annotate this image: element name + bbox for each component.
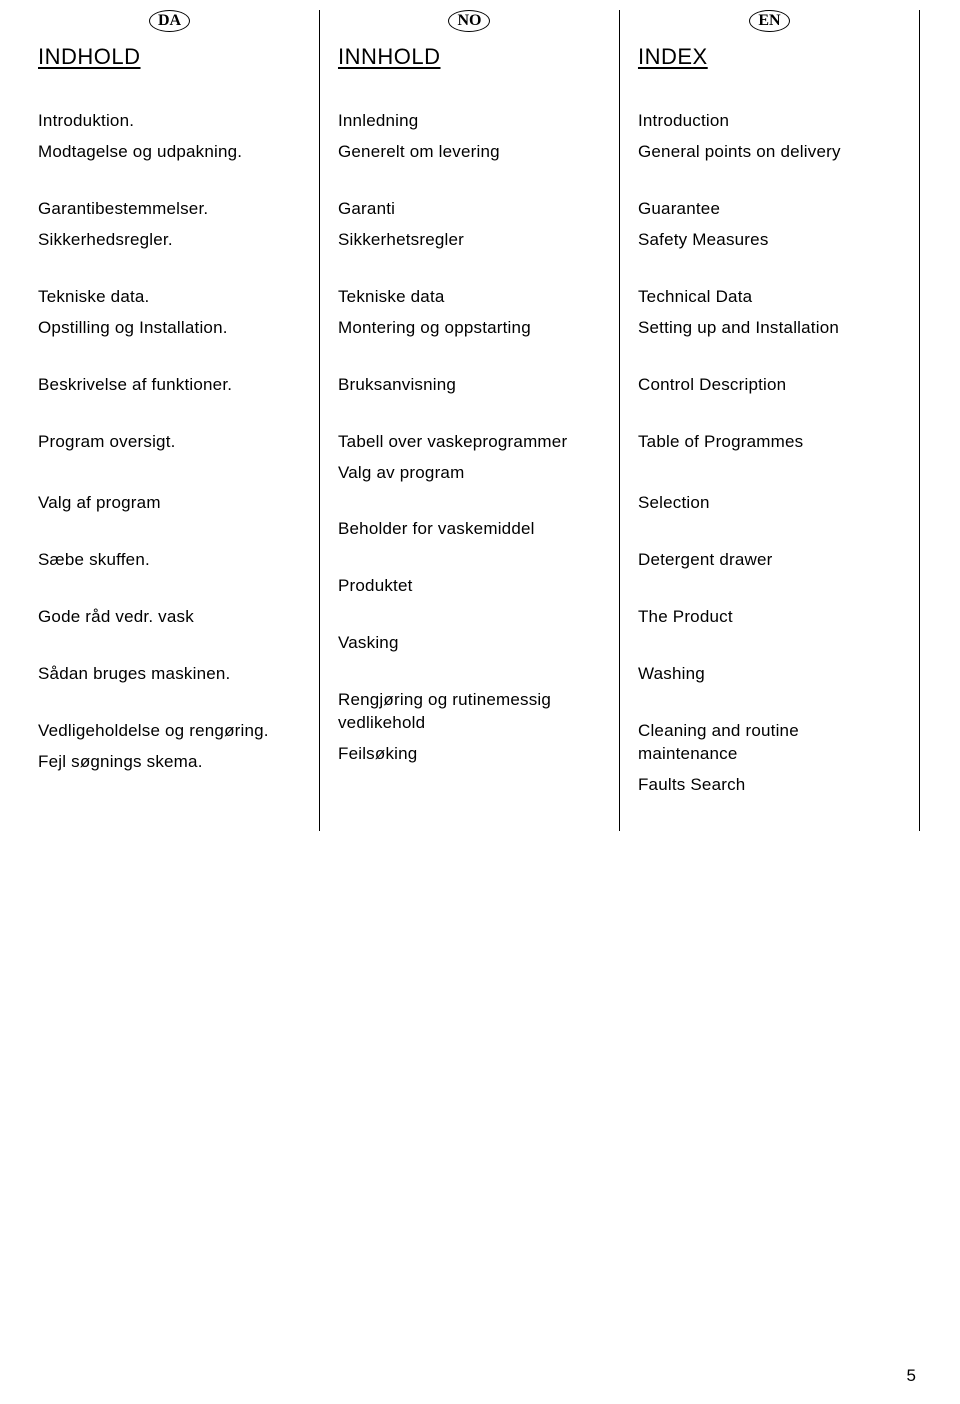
toc-item: Introduction — [638, 110, 901, 133]
page-number: 5 — [907, 1366, 916, 1386]
toc-item: Garantibestemmelser. — [38, 198, 301, 221]
toc-item: Beholder for vaskemiddel — [338, 518, 601, 541]
toc-item: Modtagelse og udpakning. — [38, 141, 301, 164]
toc-item: Gode råd vedr. vask — [38, 606, 301, 629]
content-group: Gode råd vedr. vask — [38, 606, 301, 629]
column-no: NO INNHOLD Innledning Generelt om leveri… — [320, 10, 620, 831]
lang-badge-en: EN — [749, 10, 789, 32]
column-en: EN INDEX Introduction General points on … — [620, 10, 920, 831]
content-group: Guarantee Safety Measures — [638, 198, 901, 252]
toc-item: Setting up and Installation — [638, 317, 901, 340]
content-group: Program oversigt. Valg af program — [38, 431, 301, 516]
toc-item: Sikkerhetsregler — [338, 229, 601, 252]
column-title-en: INDEX — [638, 44, 901, 70]
content-group: Rengjøring og rutinemessig vedlikehold F… — [338, 689, 601, 766]
lang-badge-wrap: NO — [338, 10, 601, 40]
lang-badge-da: DA — [149, 10, 190, 32]
page: DA INDHOLD Introduktion. Modtagelse og u… — [0, 0, 960, 831]
content-group: Control Description — [638, 374, 901, 397]
toc-item: Sådan bruges maskinen. — [38, 663, 301, 686]
lang-badge-wrap: DA — [38, 10, 301, 40]
content-group: Detergent drawer — [638, 549, 901, 572]
toc-item: Fejl søgnings skema. — [38, 751, 301, 774]
toc-item: Vasking — [338, 632, 601, 655]
toc-item: Produktet — [338, 575, 601, 598]
toc-item: Beskrivelse af funktioner. — [38, 374, 301, 397]
content-group: Vedligeholdelse og rengøring. Fejl søgni… — [38, 720, 301, 774]
toc-item: Feilsøking — [338, 743, 601, 766]
toc-item: Detergent drawer — [638, 549, 901, 572]
toc-item: Sikkerhedsregler. — [38, 229, 301, 252]
toc-item: Vedligeholdelse og rengøring. — [38, 720, 301, 743]
toc-item: Table of Programmes — [638, 431, 901, 454]
content-group: Introduktion. Modtagelse og udpakning. — [38, 110, 301, 164]
content-group: Technical Data Setting up and Installati… — [638, 286, 901, 340]
content-group: The Product — [638, 606, 901, 629]
toc-item: Tekniske data — [338, 286, 601, 309]
toc-item: Control Description — [638, 374, 901, 397]
content-group: Beholder for vaskemiddel — [338, 518, 601, 541]
toc-spacer — [38, 462, 301, 485]
toc-item: Garanti — [338, 198, 601, 221]
toc-item: Opstilling og Installation. — [38, 317, 301, 340]
toc-item: Cleaning and routine maintenance — [638, 720, 901, 766]
toc-item: Safety Measures — [638, 229, 901, 252]
toc-item: Tekniske data. — [38, 286, 301, 309]
content-group: Bruksanvisning — [338, 374, 601, 397]
content-group: Sådan bruges maskinen. — [38, 663, 301, 686]
content-group: Table of Programmes Selection — [638, 431, 901, 516]
content-group: Produktet — [338, 575, 601, 598]
content-group: Garantibestemmelser. Sikkerhedsregler. — [38, 198, 301, 252]
toc-spacer — [638, 462, 901, 485]
toc-item: Introduktion. — [38, 110, 301, 133]
toc-item: Washing — [638, 663, 901, 686]
toc-item: Tabell over vaskeprogrammer — [338, 431, 601, 454]
toc-item: Bruksanvisning — [338, 374, 601, 397]
columns-wrapper: DA INDHOLD Introduktion. Modtagelse og u… — [20, 10, 920, 831]
content-group: Tekniske data Montering og oppstarting — [338, 286, 601, 340]
toc-item: Innledning — [338, 110, 601, 133]
toc-item: Guarantee — [638, 198, 901, 221]
toc-item: Program oversigt. — [38, 431, 301, 454]
toc-item: Sæbe skuffen. — [38, 549, 301, 572]
toc-item: Generelt om levering — [338, 141, 601, 164]
toc-item: Selection — [638, 492, 901, 515]
lang-badge-wrap: EN — [638, 10, 901, 40]
content-group: Beskrivelse af funktioner. — [38, 374, 301, 397]
toc-item: Montering og oppstarting — [338, 317, 601, 340]
toc-item: Technical Data — [638, 286, 901, 309]
column-title-da: INDHOLD — [38, 44, 301, 70]
content-group: Introduction General points on delivery — [638, 110, 901, 164]
toc-item: Valg av program — [338, 462, 601, 485]
toc-item: General points on delivery — [638, 141, 901, 164]
column-da: DA INDHOLD Introduktion. Modtagelse og u… — [20, 10, 320, 831]
content-group: Washing — [638, 663, 901, 686]
content-group: Cleaning and routine maintenance Faults … — [638, 720, 901, 797]
toc-item: Valg af program — [38, 492, 301, 515]
content-group: Tekniske data. Opstilling og Installatio… — [38, 286, 301, 340]
toc-item: The Product — [638, 606, 901, 629]
lang-badge-no: NO — [448, 10, 490, 32]
content-group: Innledning Generelt om levering — [338, 110, 601, 164]
column-title-no: INNHOLD — [338, 44, 601, 70]
content-group: Tabell over vaskeprogrammer Valg av prog… — [338, 431, 601, 485]
content-group: Garanti Sikkerhetsregler — [338, 198, 601, 252]
toc-item: Rengjøring og rutinemessig vedlikehold — [338, 689, 601, 735]
toc-item: Faults Search — [638, 774, 901, 797]
content-group: Vasking — [338, 632, 601, 655]
content-group: Sæbe skuffen. — [38, 549, 301, 572]
